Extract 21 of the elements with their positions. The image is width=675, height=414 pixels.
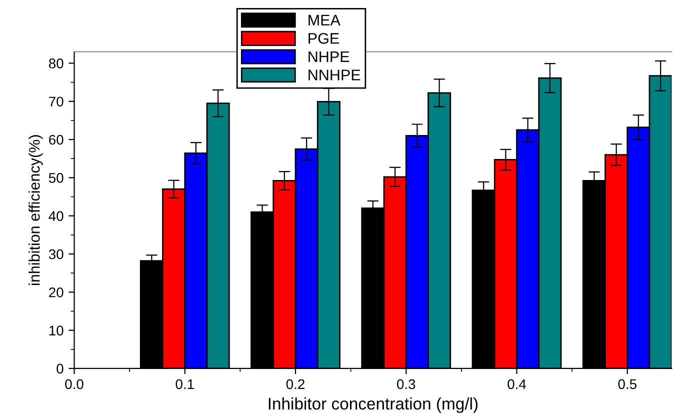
- x-tick-label: 0.1: [176, 379, 194, 390]
- x-axis-title: Inhibitor concentration (mg/l): [268, 397, 478, 413]
- x-tick-label: 0.4: [508, 379, 526, 390]
- legend-label: PGE: [308, 32, 339, 44]
- legend-label: NHPE: [308, 51, 350, 62]
- legend-label: MEA: [308, 14, 340, 26]
- y-tick-label: 0: [56, 364, 64, 374]
- y-tick-label: 20: [49, 287, 64, 298]
- x-tick-label: 0.2: [286, 379, 304, 390]
- y-tick-label: 10: [49, 326, 64, 336]
- y-tick-label: 70: [49, 96, 64, 107]
- y-tick-label: 50: [48, 173, 64, 183]
- y-tick-label: 40: [48, 211, 64, 221]
- x-tick-label: 0.5: [618, 379, 636, 390]
- x-tick-label: 0.3: [397, 379, 416, 390]
- y-tick-label: 60: [49, 134, 64, 145]
- legend-label: NNHPE: [308, 70, 360, 80]
- y-tick-label: 80: [48, 58, 64, 68]
- y-axis-title: inhibition efficiency(%): [28, 135, 43, 285]
- x-tick-label: 0.0: [65, 379, 84, 390]
- y-tick-label: 30: [48, 249, 64, 260]
